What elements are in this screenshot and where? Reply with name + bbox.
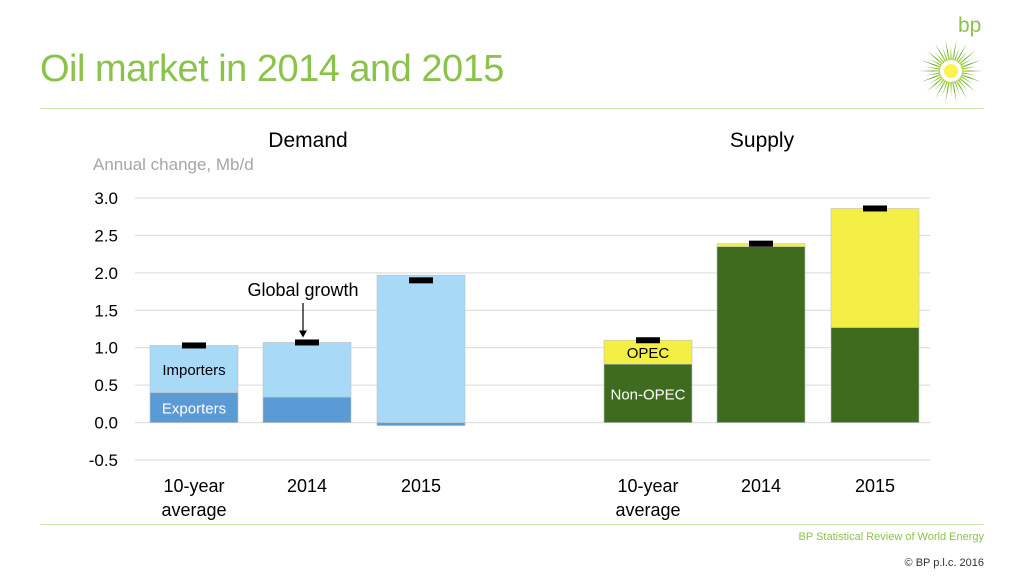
- logo-petal: [925, 66, 943, 71]
- x-category-label: 2015: [401, 476, 441, 496]
- logo-petal: [956, 77, 968, 91]
- grid-lines: [135, 197, 930, 461]
- logo-petal: [958, 57, 974, 68]
- global-growth-annotation: Global growth: [247, 280, 358, 300]
- y-tick-label: 2.0: [94, 264, 118, 283]
- logo-petal: [959, 60, 982, 69]
- panel-title-supply: Supply: [730, 129, 795, 152]
- logo-petal: [959, 64, 969, 69]
- logo-petal: [959, 71, 977, 76]
- bp-logo-text: bp: [958, 14, 982, 37]
- x-category-label: 2014: [287, 476, 327, 496]
- bar-demand-exporters-1: [262, 396, 352, 423]
- logo-petal: [933, 64, 943, 69]
- series-label-exporters: Exporters: [162, 401, 226, 418]
- bar-demand-importers-2: [376, 274, 466, 423]
- logo-petal: [928, 58, 944, 68]
- logo-petal: [947, 52, 951, 63]
- logo-petal: [953, 46, 960, 63]
- source-note: BP Statistical Review of World Energy: [798, 531, 984, 543]
- y-tick-label: 0.0: [94, 414, 118, 433]
- logo-petal: [941, 46, 949, 63]
- bp-helios-logo-icon: [919, 39, 983, 103]
- labels: 3.0 2.5 2.0 1.5 1.0 0.5 0.0 -0.5 Annual change, …: [89, 129, 895, 520]
- total-marker-supply-0: [636, 337, 660, 344]
- logo-petal: [928, 74, 944, 85]
- logo-petal: [951, 52, 955, 63]
- logo-petal: [947, 79, 951, 90]
- logo-petal: [920, 73, 943, 82]
- logo-petal: [953, 79, 961, 96]
- logo-petal: [954, 78, 967, 99]
- bars: [149, 205, 920, 426]
- y-tick-label: 3.0: [94, 189, 118, 208]
- logo-petal: [945, 79, 951, 103]
- y-tick-label: 1.0: [94, 339, 118, 358]
- bar-supply-non-opec-0: [603, 363, 693, 423]
- series-label-importers: Importers: [162, 362, 225, 379]
- logo-petal: [958, 74, 974, 84]
- logo-petal: [945, 39, 951, 63]
- bar-supply-opec-2: [830, 208, 920, 328]
- bar-demand-exporters-0: [149, 392, 239, 423]
- x-category-label: 2014: [741, 476, 781, 496]
- annotation-arrow-head: [299, 330, 307, 338]
- bar-demand-exporters-2: [376, 422, 466, 426]
- total-marker-supply-1: [749, 240, 773, 247]
- panel-title-demand: Demand: [268, 129, 347, 152]
- logo-petal: [959, 66, 977, 71]
- logo-petal: [950, 79, 952, 97]
- logo-petal: [934, 51, 946, 65]
- logo-petal: [956, 51, 968, 65]
- logo-petal: [925, 71, 943, 76]
- y-tick-label: 2.5: [94, 226, 118, 245]
- y-tick-label: -0.5: [89, 451, 118, 470]
- logo-petal: [935, 43, 948, 64]
- series-label-non-opec: Non-OPEC: [610, 386, 685, 403]
- series-label-opec: OPEC: [627, 345, 670, 362]
- y-tick-label: 0.5: [94, 376, 118, 395]
- logo-petal: [951, 79, 957, 103]
- logo-petal: [950, 45, 952, 63]
- logo-petal: [932, 70, 943, 72]
- x-category-label: 10-year average: [615, 476, 680, 520]
- x-category-label: 10-year average: [161, 476, 226, 520]
- bar-supply-non-opec-2: [830, 327, 920, 423]
- total-marker-demand-2: [409, 277, 433, 284]
- logo-petal: [959, 70, 970, 72]
- logo-petal: [933, 73, 943, 78]
- x-category-label: 2015: [855, 476, 895, 496]
- y-tick-label: 1.5: [94, 301, 118, 320]
- bar-demand-importers-1: [262, 342, 352, 398]
- bar-demand-importers-0: [149, 345, 239, 393]
- y-axis-label: Annual change, Mb/d: [93, 155, 254, 174]
- total-marker-demand-1: [295, 339, 319, 346]
- bar-supply-non-opec-1: [716, 246, 806, 423]
- logo-petal: [951, 39, 957, 63]
- logo-petal: [942, 79, 949, 96]
- total-marker-supply-2: [863, 205, 887, 212]
- page-title: Oil market in 2014 and 2015: [40, 48, 504, 90]
- logo-petal: [934, 77, 946, 91]
- logo-petal: [951, 79, 955, 90]
- logo-petal: [959, 73, 969, 78]
- total-marker-demand-0: [182, 342, 206, 349]
- footer-divider: [40, 524, 984, 525]
- copyright-note: © BP p.l.c. 2016: [904, 557, 984, 569]
- title-divider: [40, 108, 984, 109]
